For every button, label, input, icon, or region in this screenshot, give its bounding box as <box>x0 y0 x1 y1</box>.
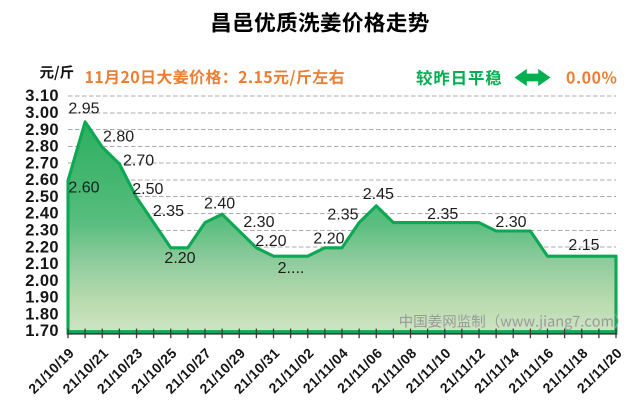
svg-text:2.50: 2.50 <box>25 188 59 206</box>
svg-text:3.00: 3.00 <box>25 104 59 122</box>
svg-text:2.95: 2.95 <box>68 101 99 118</box>
svg-text:2.30: 2.30 <box>495 214 526 231</box>
svg-text:2.35: 2.35 <box>427 206 458 223</box>
svg-text:1.80: 1.80 <box>25 305 59 323</box>
svg-text:1.90: 1.90 <box>25 289 59 307</box>
svg-text:2.00: 2.00 <box>25 272 59 290</box>
svg-text:2.20: 2.20 <box>164 250 195 267</box>
svg-text:2.35: 2.35 <box>153 203 184 220</box>
svg-text:2.40: 2.40 <box>204 195 235 212</box>
svg-text:2.35: 2.35 <box>327 207 358 224</box>
svg-text:2.20: 2.20 <box>25 238 59 256</box>
svg-text:2.15: 2.15 <box>568 237 599 254</box>
svg-text:2.70: 2.70 <box>123 153 154 170</box>
svg-text:2.20: 2.20 <box>313 231 344 248</box>
svg-text:2.30: 2.30 <box>243 214 274 231</box>
svg-text:2.60: 2.60 <box>25 171 59 189</box>
svg-text:2.40: 2.40 <box>25 205 59 223</box>
svg-text:2.90: 2.90 <box>25 121 59 139</box>
svg-text:2.45: 2.45 <box>363 186 394 203</box>
svg-text:2....: 2.... <box>278 260 305 277</box>
svg-text:2.50: 2.50 <box>132 181 163 198</box>
svg-text:2.10: 2.10 <box>25 255 59 273</box>
svg-text:2.80: 2.80 <box>25 138 59 156</box>
svg-text:2.80: 2.80 <box>103 129 134 146</box>
svg-text:2.20: 2.20 <box>255 233 286 250</box>
svg-text:2.30: 2.30 <box>25 221 59 239</box>
svg-text:2.70: 2.70 <box>25 154 59 172</box>
svg-text:3.10: 3.10 <box>25 87 59 105</box>
svg-text:1.70: 1.70 <box>25 322 59 340</box>
svg-text:2.60: 2.60 <box>68 180 99 197</box>
